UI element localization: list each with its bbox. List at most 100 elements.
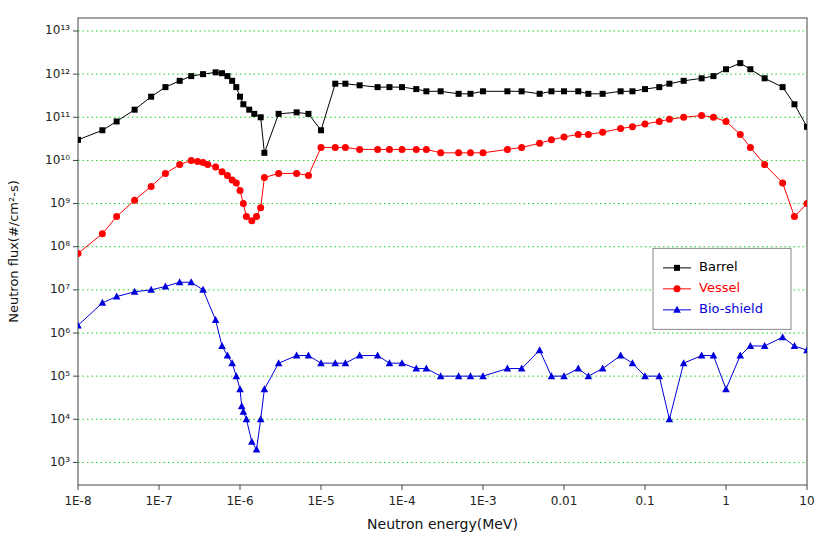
marker [617,352,625,359]
legend-box [653,248,791,329]
tick-label: 1E-7 [145,494,172,508]
marker [575,88,581,94]
marker [804,200,808,207]
tick-label: 10⁴ [50,412,70,426]
marker [585,372,593,379]
marker [438,88,444,94]
marker [248,438,256,445]
y-axis: 10³10⁴10⁵10⁶10⁷10⁸10⁹10¹⁰10¹¹10¹²10¹³ [45,23,807,468]
tick-label: 10¹¹ [45,110,70,124]
tick-mark [73,203,78,204]
grid-line [78,117,807,118]
marker [536,346,544,353]
tick-label: 10 [799,494,814,508]
marker [423,365,431,372]
marker [399,146,406,153]
tick-mark [73,419,78,420]
tick-mark [73,289,78,290]
plot-data [78,60,807,452]
marker [423,88,429,94]
x-axis: 1E-81E-71E-61E-51E-41E-30.010.1110 [64,485,814,508]
marker [574,365,582,372]
tick-label: 10⁷ [50,282,70,296]
marker [698,352,706,359]
grid-line [78,74,807,75]
marker [374,352,382,359]
marker [162,84,168,90]
marker [199,286,207,293]
marker [747,66,753,72]
marker [99,127,105,133]
marker [666,116,673,123]
marker [236,385,244,392]
tick-label: 1E-3 [469,494,496,508]
tick-label: 1E-4 [388,494,415,508]
marker [213,69,219,75]
marker [99,230,106,237]
marker [575,131,582,138]
marker [240,101,246,107]
marker [791,213,798,220]
plot-background [78,18,807,485]
grid-line [78,246,807,247]
marker [629,123,636,130]
marker [680,359,688,366]
marker [147,286,155,293]
marker [275,170,282,177]
tick-mark [240,485,241,490]
tick-label: 10⁸ [50,239,70,253]
marker [188,157,195,164]
marker [561,88,567,94]
marker [257,415,265,422]
marker [710,114,717,121]
marker [229,78,235,84]
marker [386,84,392,90]
marker [204,161,211,168]
tick-mark [73,30,78,31]
marker [114,118,120,124]
marker [761,342,769,349]
marker [467,91,473,97]
marker [641,372,649,379]
chart: 10³10⁴10⁵10⁶10⁷10⁸10⁹10¹⁰10¹¹10¹²10¹³1E-… [0,0,827,543]
marker [375,84,381,90]
legend-label: Barrel [699,259,738,274]
tick-label: 10⁶ [50,326,70,340]
marker [723,118,730,125]
x-axis-label: Neutron energy(MeV) [367,516,518,532]
grid-line [78,419,807,420]
marker [275,359,283,366]
marker [737,60,743,66]
marker [258,114,264,120]
marker [699,75,705,81]
tick-mark [73,74,78,75]
grid-line [78,203,807,204]
marker [218,342,226,349]
marker [780,84,786,90]
tick-mark [73,462,78,463]
tick-label: 0.01 [551,494,578,508]
tick-mark [73,160,78,161]
marker [585,91,591,97]
marker [232,372,240,379]
tick-label: 10⁹ [50,196,70,210]
marker [629,359,637,366]
tick-mark [159,485,160,490]
series [78,112,807,257]
marker [673,306,681,313]
grid-line [78,462,807,463]
tick-mark [78,485,79,490]
marker [243,415,251,422]
marker [736,352,744,359]
marker [212,164,219,171]
marker [666,81,672,87]
marker [629,88,635,94]
tick-label: 0.1 [635,494,654,508]
tick-label: 1E-6 [226,494,253,508]
marker [779,333,787,340]
tick-label: 10¹² [45,67,70,81]
marker [237,187,244,194]
marker [219,70,225,76]
series-line [78,63,807,153]
marker [480,88,486,94]
